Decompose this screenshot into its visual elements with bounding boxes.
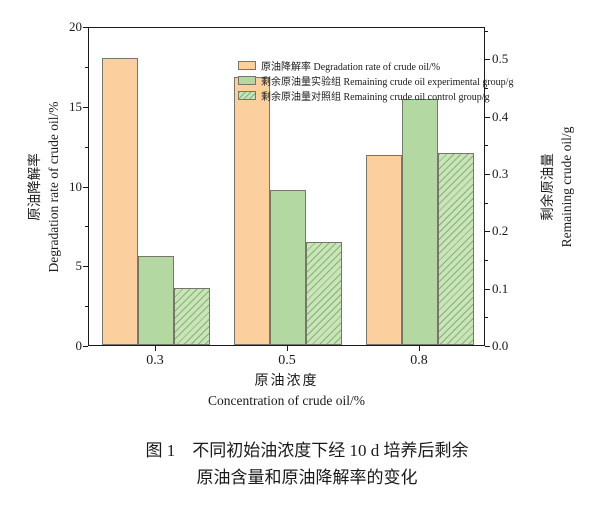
left-axis-major-tick-20 xyxy=(83,27,88,28)
legend-swatch-experimental-group xyxy=(238,76,256,85)
left-axis-major-tick-0 xyxy=(83,346,88,347)
right-axis-minor-tick-0.35 xyxy=(485,145,488,147)
right-y-axis-label-zh: 剩余原油量 xyxy=(540,153,555,221)
x-axis-tick-label-0.8: 0.8 xyxy=(410,353,428,368)
legend-row-control-group: 剩余原油量对照组 Remaining crude oil control gro… xyxy=(238,88,513,103)
right-y-axis-label-en: Remaining crude oil/g xyxy=(559,126,574,248)
bar-series0-cat-0.3 xyxy=(102,57,138,345)
right-axis-minor-tick-0.15 xyxy=(485,260,488,262)
x-axis-label-en: Concentration of crude oil/% xyxy=(207,393,366,408)
right-axis-tick-label-0.3: 0.3 xyxy=(492,166,509,182)
left-axis-tick-label-10: 10 xyxy=(69,178,82,194)
legend: 原油降解率 Degradation rate of crude oil/% 剩余… xyxy=(238,58,513,103)
bar-series2-cat-0.5 xyxy=(306,241,342,345)
right-axis-major-tick-0.2 xyxy=(485,231,490,233)
legend-label-control-group: 剩余原油量对照组 Remaining crude oil control gro… xyxy=(261,92,490,103)
left-y-axis-label-zh: 原油降解率 xyxy=(27,153,42,221)
right-axis-tick-label-0.1: 0.1 xyxy=(492,280,509,296)
x-axis-label: 原油浓度 Concentration of crude oil/% xyxy=(88,372,485,410)
left-axis-minor-tick-17.5 xyxy=(85,66,88,68)
right-axis-minor-tick-0.25 xyxy=(485,202,488,204)
right-axis-minor-tick-0.45 xyxy=(485,88,488,90)
right-axis-minor-tick-0.05 xyxy=(485,317,488,319)
bar-series0-cat-0.8 xyxy=(366,155,402,345)
bar-series1-cat-0.5 xyxy=(270,190,306,345)
right-axis-tick-label-0.4: 0.4 xyxy=(492,108,509,124)
x-axis-tick-label-0.5: 0.5 xyxy=(278,353,296,368)
left-y-axis-label-en: Degradation rate of crude oil/% xyxy=(46,101,61,273)
bar-series1-cat-0.8 xyxy=(402,98,438,345)
bar-series0-cat-0.5 xyxy=(234,77,270,345)
right-axis-major-tick-0.1 xyxy=(485,288,490,290)
legend-row-degradation-rate: 原油降解率 Degradation rate of crude oil/% xyxy=(238,58,513,73)
right-axis-tick-label-0.5: 0.5 xyxy=(492,51,509,67)
bar-series2-cat-0.3 xyxy=(174,287,210,345)
caption-line-2: 原油含量和原油降解率的变化 xyxy=(196,468,418,487)
right-y-axis-label: 剩余原油量 Remaining crude oil/g xyxy=(538,7,578,367)
right-axis-major-tick-0.3 xyxy=(485,174,490,176)
left-axis-tick-label-0: 0 xyxy=(75,338,83,353)
left-y-axis-label: 原油降解率 Degradation rate of crude oil/% xyxy=(25,7,65,367)
left-axis-tick-label-5: 5 xyxy=(75,258,83,274)
bar-series2-cat-0.8 xyxy=(438,153,474,345)
bar-series1-cat-0.3 xyxy=(138,256,174,345)
legend-row-experimental-group: 剩余原油量实验组 Remaining crude oil experimenta… xyxy=(238,73,513,88)
x-axis-tick-label-0.3: 0.3 xyxy=(146,353,164,368)
legend-swatch-control-group xyxy=(238,91,256,100)
left-axis-major-tick-15 xyxy=(83,106,88,108)
right-axis-major-tick-0 xyxy=(485,346,490,347)
left-axis-minor-tick-7.5 xyxy=(85,226,88,228)
right-axis-minor-tick-0.55 xyxy=(485,30,488,32)
right-axis-tick-label-0.0: 0.0 xyxy=(492,338,509,353)
right-axis-major-tick-0.4 xyxy=(485,116,490,118)
figure-caption: 图 1 不同初始油浓度下经 10 d 培养后剩余 原油含量和原油降解率的变化 xyxy=(0,437,614,491)
left-axis-major-tick-10 xyxy=(83,186,88,188)
left-axis-tick-label-20: 20 xyxy=(69,19,82,34)
left-axis-tick-label-15: 15 xyxy=(69,98,82,114)
legend-label-degradation-rate: 原油降解率 Degradation rate of crude oil/% xyxy=(261,62,441,73)
plot-area: 原油降解率 Degradation rate of crude oil/% 剩余… xyxy=(88,27,513,346)
x-axis-tick-0.8 xyxy=(419,346,420,351)
left-axis-major-tick-5 xyxy=(83,266,88,268)
x-axis-tick-0.5 xyxy=(287,346,288,351)
x-axis-label-zh: 原油浓度 xyxy=(254,374,319,389)
legend-swatch-degradation-rate xyxy=(238,61,256,70)
left-axis-minor-tick-2.5 xyxy=(85,306,88,308)
left-axis-minor-tick-12.5 xyxy=(85,146,88,148)
right-axis-tick-label-0.2: 0.2 xyxy=(492,223,509,239)
x-axis-tick-0.3 xyxy=(155,346,156,351)
legend-label-experimental-group: 剩余原油量实验组 Remaining crude oil experimenta… xyxy=(261,77,514,88)
caption-line-1: 图 1 不同初始油浓度下经 10 d 培养后剩余 xyxy=(145,441,469,460)
right-axis-major-tick-0.5 xyxy=(485,59,490,61)
